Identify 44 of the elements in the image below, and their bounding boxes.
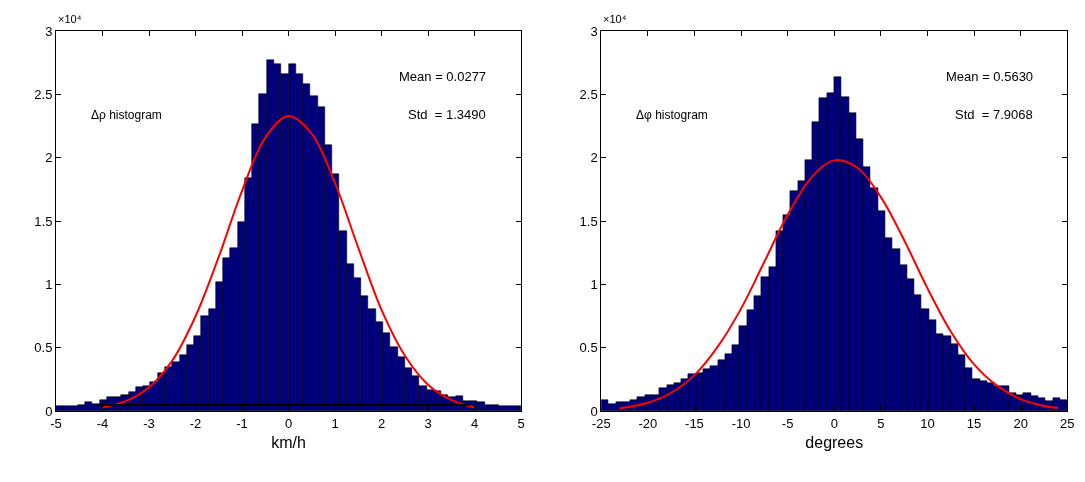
x-tick-label: 1 [331,415,339,431]
x-tick-label: -2 [189,415,202,431]
x-tick-label: 3 [424,415,432,431]
x-tick-label: 0 [830,415,838,431]
x-tick-label: 0 [284,415,293,431]
y-tick-label: 3 [590,23,598,39]
x-tick-label: 4 [470,415,479,431]
x-tick-label: 25 [1060,415,1075,431]
x-axis-title: degrees [805,433,864,451]
annotation: Δρ histogram [91,108,162,122]
x-tick-label: -20 [638,415,658,431]
annotation: Δφ histogram [636,108,708,122]
y-tick-label: 3 [45,23,53,39]
y-tick-label: 2.5 [579,87,598,103]
y-tick-label: 1 [45,277,53,293]
x-tick-label: -4 [96,415,109,431]
x-tick-label: -15 [685,415,704,431]
x-tick-label: 15 [966,415,982,431]
text: ×10⁴ [58,13,82,25]
x-tick-label: -5 [50,415,62,431]
y-tick-label: 1.5 [34,213,53,229]
x-tick-label: -3 [143,415,155,431]
y-tick-label: 1 [590,277,598,293]
y-tick-label: 2.5 [34,87,53,103]
annotation: Std = 7.9068 [955,107,1033,122]
y-tick-label: 0.5 [34,340,53,356]
x-axis-title: km/h [271,433,306,451]
text: ×10⁴ [603,13,627,25]
x-tick-label: -1 [236,415,248,431]
x-tick-label: 2 [377,415,386,431]
annotation: Std = 1.3490 [408,107,486,122]
x-tick-label: 5 [517,415,525,431]
x-tick-label: 10 [920,415,935,431]
annotation: Mean = 0.0277 [399,69,487,84]
x-tick-label: -5 [781,415,794,431]
x-tick-label: 20 [1013,415,1028,431]
y-tick-label: 0 [45,403,53,419]
y-tick-label: 0.5 [579,340,598,356]
y-tick-label: 2 [45,150,53,166]
y-tick-label: 2 [590,150,598,166]
x-tick-label: 5 [877,415,885,431]
y-tick-label: 1.5 [579,213,598,229]
x-tick-label: -10 [731,415,751,431]
annotation: Mean = 0.5630 [946,69,1034,84]
